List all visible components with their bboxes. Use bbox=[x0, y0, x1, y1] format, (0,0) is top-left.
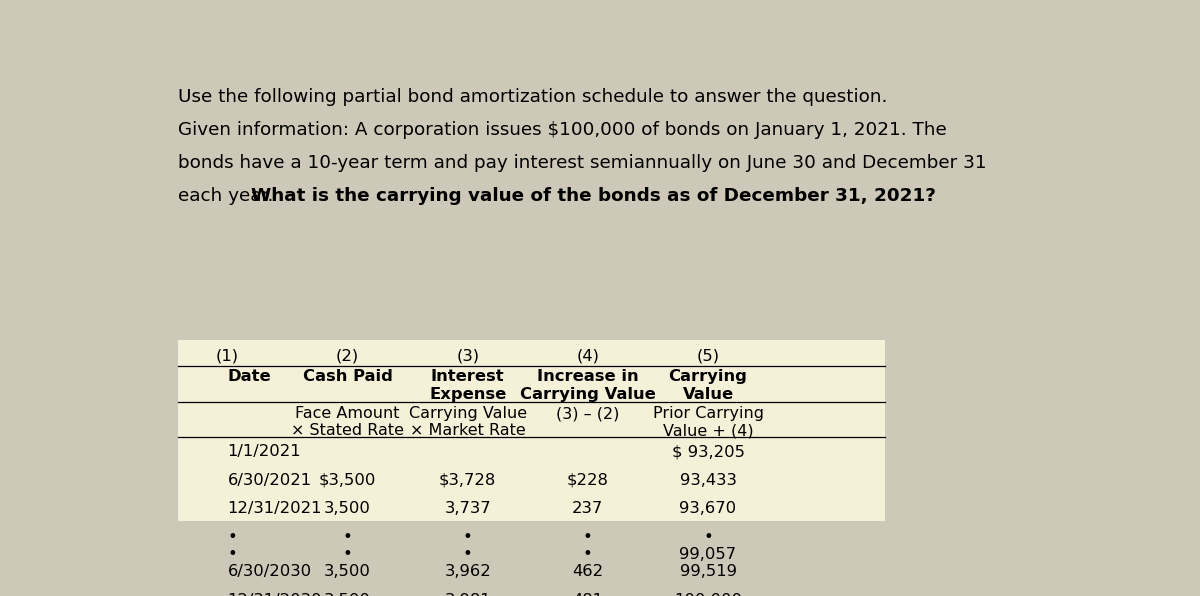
Text: Carrying
Value: Carrying Value bbox=[668, 370, 748, 402]
Text: $3,500: $3,500 bbox=[319, 473, 377, 488]
Text: 1/1/2021: 1/1/2021 bbox=[227, 444, 301, 459]
Text: What is the carrying value of the bonds as of December 31, 2021?: What is the carrying value of the bonds … bbox=[251, 187, 936, 204]
Text: Date: Date bbox=[227, 370, 271, 384]
Text: 93,433: 93,433 bbox=[679, 473, 737, 488]
Text: Given information: A corporation issues $100,000 of bonds on January 1, 2021. Th: Given information: A corporation issues … bbox=[178, 120, 947, 139]
Text: 93,670: 93,670 bbox=[679, 501, 737, 516]
Text: each year.: each year. bbox=[178, 187, 280, 204]
Text: 99,057: 99,057 bbox=[679, 547, 737, 562]
Text: 237: 237 bbox=[572, 501, 604, 516]
FancyBboxPatch shape bbox=[178, 340, 884, 522]
Text: bonds have a 10-year term and pay interest semiannually on June 30 and December : bonds have a 10-year term and pay intere… bbox=[178, 154, 986, 172]
Text: 3,500: 3,500 bbox=[324, 564, 371, 579]
Text: Carrying Value
× Market Rate: Carrying Value × Market Rate bbox=[409, 406, 527, 439]
Text: (4): (4) bbox=[576, 348, 599, 363]
Text: 6/30/2021: 6/30/2021 bbox=[227, 473, 312, 488]
Text: 481: 481 bbox=[572, 593, 604, 596]
Text: •: • bbox=[343, 547, 353, 562]
Text: Use the following partial bond amortization schedule to answer the question.: Use the following partial bond amortizat… bbox=[178, 88, 887, 105]
Text: (1): (1) bbox=[216, 348, 239, 363]
Text: •: • bbox=[463, 547, 473, 562]
Text: •: • bbox=[703, 529, 713, 545]
Text: $3,728: $3,728 bbox=[439, 473, 497, 488]
Text: •: • bbox=[463, 529, 473, 545]
Text: •: • bbox=[227, 529, 238, 545]
Text: 12/31/2021: 12/31/2021 bbox=[227, 501, 322, 516]
Text: (3): (3) bbox=[456, 348, 479, 363]
Text: Interest
Expense: Interest Expense bbox=[430, 370, 506, 402]
Text: •: • bbox=[583, 547, 593, 562]
Text: 3,500: 3,500 bbox=[324, 501, 371, 516]
Text: 3,962: 3,962 bbox=[444, 564, 491, 579]
Text: Prior Carrying
Value + (4): Prior Carrying Value + (4) bbox=[653, 406, 763, 439]
Text: 3,981: 3,981 bbox=[444, 593, 491, 596]
Text: 100,000: 100,000 bbox=[674, 593, 742, 596]
Text: 3,737: 3,737 bbox=[444, 501, 491, 516]
Text: Face Amount
× Stated Rate: Face Amount × Stated Rate bbox=[292, 406, 404, 439]
Text: $228: $228 bbox=[566, 473, 608, 488]
Text: •: • bbox=[227, 547, 238, 562]
Text: (5): (5) bbox=[696, 348, 720, 363]
Text: Increase in
Carrying Value: Increase in Carrying Value bbox=[520, 370, 655, 402]
Text: 6/30/2030: 6/30/2030 bbox=[227, 564, 312, 579]
Text: (3) – (2): (3) – (2) bbox=[556, 406, 619, 421]
Text: •: • bbox=[343, 529, 353, 545]
Text: 3,500: 3,500 bbox=[324, 593, 371, 596]
Text: Cash Paid: Cash Paid bbox=[302, 370, 392, 384]
Text: 99,519: 99,519 bbox=[679, 564, 737, 579]
Text: 12/31/2030: 12/31/2030 bbox=[227, 593, 322, 596]
Text: 462: 462 bbox=[572, 564, 604, 579]
Text: $ 93,205: $ 93,205 bbox=[672, 444, 744, 459]
Text: •: • bbox=[583, 529, 593, 545]
Text: (2): (2) bbox=[336, 348, 359, 363]
